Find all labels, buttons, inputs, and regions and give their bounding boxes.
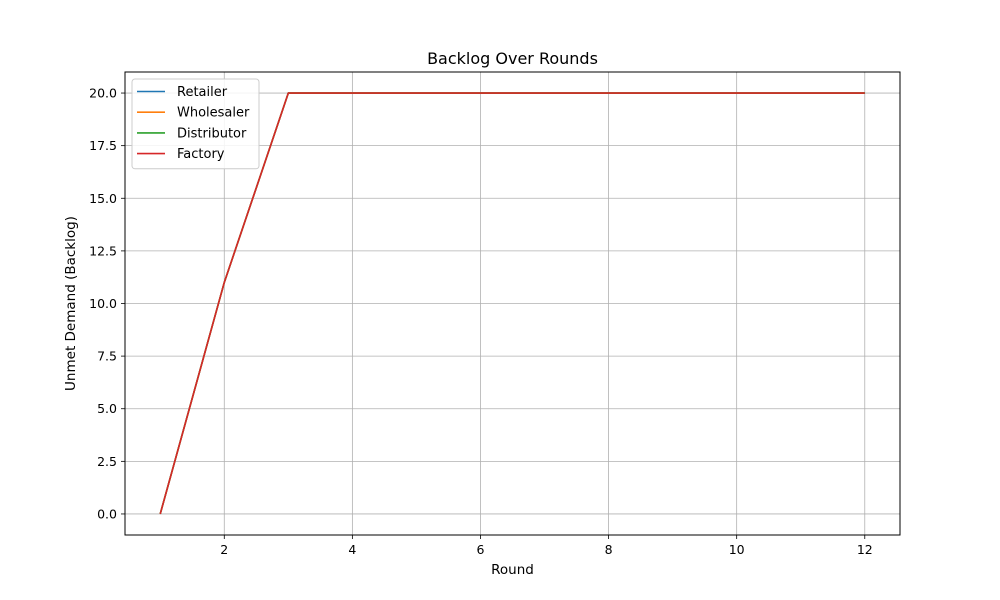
y-axis-ticks: 0.0 2.5 5.0 7.5 10.0 12.5 15.0 17.5 20.0 xyxy=(89,86,125,521)
legend: Retailer Wholesaler Distributor Factory xyxy=(131,78,260,170)
y-axis-label: Unmet Demand (Backlog) xyxy=(63,216,79,391)
x-axis-label: Round xyxy=(491,562,534,578)
y-tick-label: 17.5 xyxy=(89,138,117,153)
y-tick-label: 12.5 xyxy=(89,243,117,258)
legend-label: Retailer xyxy=(177,85,228,100)
legend-label: Wholesaler xyxy=(177,106,250,121)
grid xyxy=(125,72,900,535)
x-tick-label: 10 xyxy=(729,542,745,557)
y-tick-label: 2.5 xyxy=(97,454,117,469)
y-tick-label: 7.5 xyxy=(97,349,117,364)
chart-title: Backlog Over Rounds xyxy=(427,49,598,68)
series-line-factory xyxy=(159,92,865,515)
legend-box xyxy=(131,78,260,170)
legend-label: Factory xyxy=(177,147,225,162)
x-tick-label: 8 xyxy=(605,542,613,557)
x-tick-label: 2 xyxy=(220,542,228,557)
x-tick-label: 12 xyxy=(857,542,873,557)
x-tick-label: 6 xyxy=(476,542,484,557)
series-lines xyxy=(159,92,865,515)
y-tick-label: 20.0 xyxy=(89,86,117,101)
y-tick-label: 5.0 xyxy=(97,401,117,416)
y-tick-label: 15.0 xyxy=(89,191,117,206)
legend-label: Distributor xyxy=(177,126,247,141)
y-tick-label: 0.0 xyxy=(97,506,117,521)
x-axis-ticks: 2 4 6 8 10 12 xyxy=(220,535,873,557)
y-tick-label: 10.0 xyxy=(89,296,117,311)
x-tick-label: 4 xyxy=(348,542,356,557)
